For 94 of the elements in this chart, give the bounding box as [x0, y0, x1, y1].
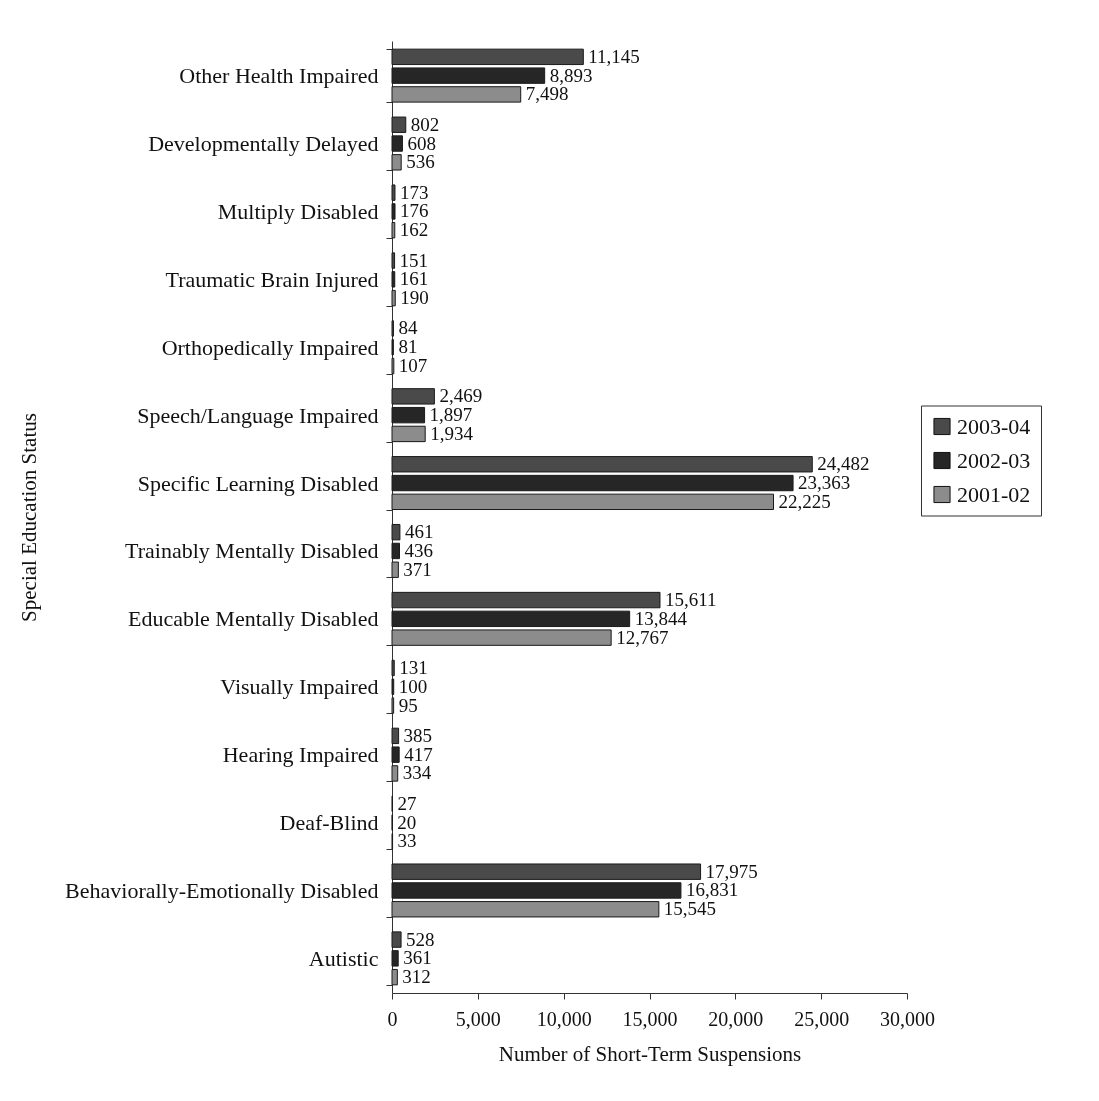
bar [391, 629, 612, 646]
y-tick-label: Educable Mentally Disabled [128, 606, 379, 632]
bar [391, 388, 435, 405]
y-axis-title: Special Education Status [16, 413, 41, 622]
bar [391, 950, 399, 967]
bar [391, 271, 396, 288]
data-label: 20 [397, 811, 417, 833]
bar [391, 901, 660, 918]
y-tick-label: Autistic [308, 945, 379, 971]
data-label: 385 [403, 724, 433, 746]
data-label: 608 [407, 132, 436, 154]
data-label: 361 [403, 947, 432, 969]
data-label: 2,469 [439, 385, 483, 407]
bar [391, 523, 401, 541]
data-label: 371 [403, 558, 432, 580]
data-label: 161 [399, 268, 429, 290]
bar [391, 610, 631, 628]
y-tick-label: Orthopedically Impaired [161, 334, 379, 360]
bar [391, 86, 522, 103]
bar [391, 968, 398, 986]
bar [391, 203, 396, 220]
data-label: 11,145 [588, 45, 640, 67]
x-tick-label: 20,000 [708, 1007, 764, 1030]
data-label: 131 [399, 656, 428, 678]
x-tick-label: 30,000 [880, 1007, 935, 1030]
data-label: 15,545 [663, 898, 717, 920]
y-tick-label: Other Health Impaired [179, 63, 379, 89]
bar [391, 135, 403, 152]
x-tick-label: 10,000 [536, 1007, 592, 1030]
bar [391, 493, 775, 511]
bar [391, 425, 426, 443]
bar [391, 765, 399, 782]
bar [391, 116, 407, 133]
data-label: 417 [404, 743, 433, 765]
data-label: 84 [398, 317, 418, 339]
bar [391, 222, 396, 239]
bar [391, 289, 396, 307]
bar [391, 67, 546, 84]
y-tick-label: Speech/Language Impaired [137, 402, 379, 428]
legend-label: 2001-02 [957, 481, 1031, 507]
data-label: 173 [399, 181, 429, 203]
bar [391, 746, 400, 763]
bar [391, 591, 661, 609]
x-tick-label: 5,000 [455, 1007, 501, 1030]
data-label: 176 [400, 200, 429, 222]
data-label: 312 [402, 966, 431, 988]
data-label: 95 [398, 694, 418, 716]
bar [391, 659, 395, 677]
data-label: 802 [410, 113, 440, 135]
y-tick-label: Trainably Mentally Disabled [125, 538, 379, 564]
data-label: 528 [406, 928, 435, 950]
data-label: 27 [397, 792, 417, 814]
data-label: 334 [402, 762, 432, 784]
data-label: 33 [397, 830, 417, 852]
y-tick-label: Deaf-Blind [279, 810, 379, 836]
bar [391, 542, 400, 560]
data-label: 23,363 [798, 472, 851, 494]
x-tick-label: 25,000 [794, 1007, 850, 1030]
data-label: 151 [399, 249, 429, 271]
legend-label: 2002-03 [957, 447, 1031, 473]
data-label: 107 [398, 355, 428, 377]
bar [391, 184, 396, 201]
bar [391, 48, 584, 66]
x-tick-label: 15,000 [622, 1007, 678, 1030]
bar [391, 406, 426, 424]
legend-label: 2003-04 [957, 413, 1031, 439]
data-label: 1,897 [429, 404, 473, 426]
y-tick-label: Traumatic Brain Injured [165, 266, 379, 292]
bar [391, 863, 702, 880]
x-axis-title: Number of Short-Term Suspensions [498, 1041, 802, 1066]
bar [391, 931, 402, 948]
data-label: 190 [400, 287, 429, 309]
data-label: 24,482 [817, 453, 870, 475]
y-tick-label: Multiply Disabled [217, 198, 379, 224]
data-label: 162 [399, 219, 429, 241]
y-tick-label: Hearing Impaired [222, 742, 379, 768]
y-tick-label: Developmentally Delayed [148, 131, 379, 157]
data-label: 100 [398, 675, 428, 697]
y-tick-label: Visually Impaired [220, 674, 379, 700]
bar [391, 561, 399, 578]
bar [391, 252, 396, 269]
x-tick-label: 0 [387, 1007, 398, 1030]
data-label: 17,975 [705, 860, 758, 882]
data-label: 8,893 [549, 64, 593, 86]
bar [391, 727, 400, 745]
y-tick-label: Specific Learning Disabled [137, 470, 379, 496]
data-label: 81 [398, 336, 418, 358]
data-label: 536 [406, 151, 435, 173]
y-tick-label: Behaviorally-Emotionally Disabled [65, 877, 379, 903]
bar [391, 882, 682, 899]
bar [391, 474, 794, 492]
bar [391, 456, 813, 473]
data-label: 15,611 [664, 589, 717, 611]
bar [391, 154, 402, 171]
